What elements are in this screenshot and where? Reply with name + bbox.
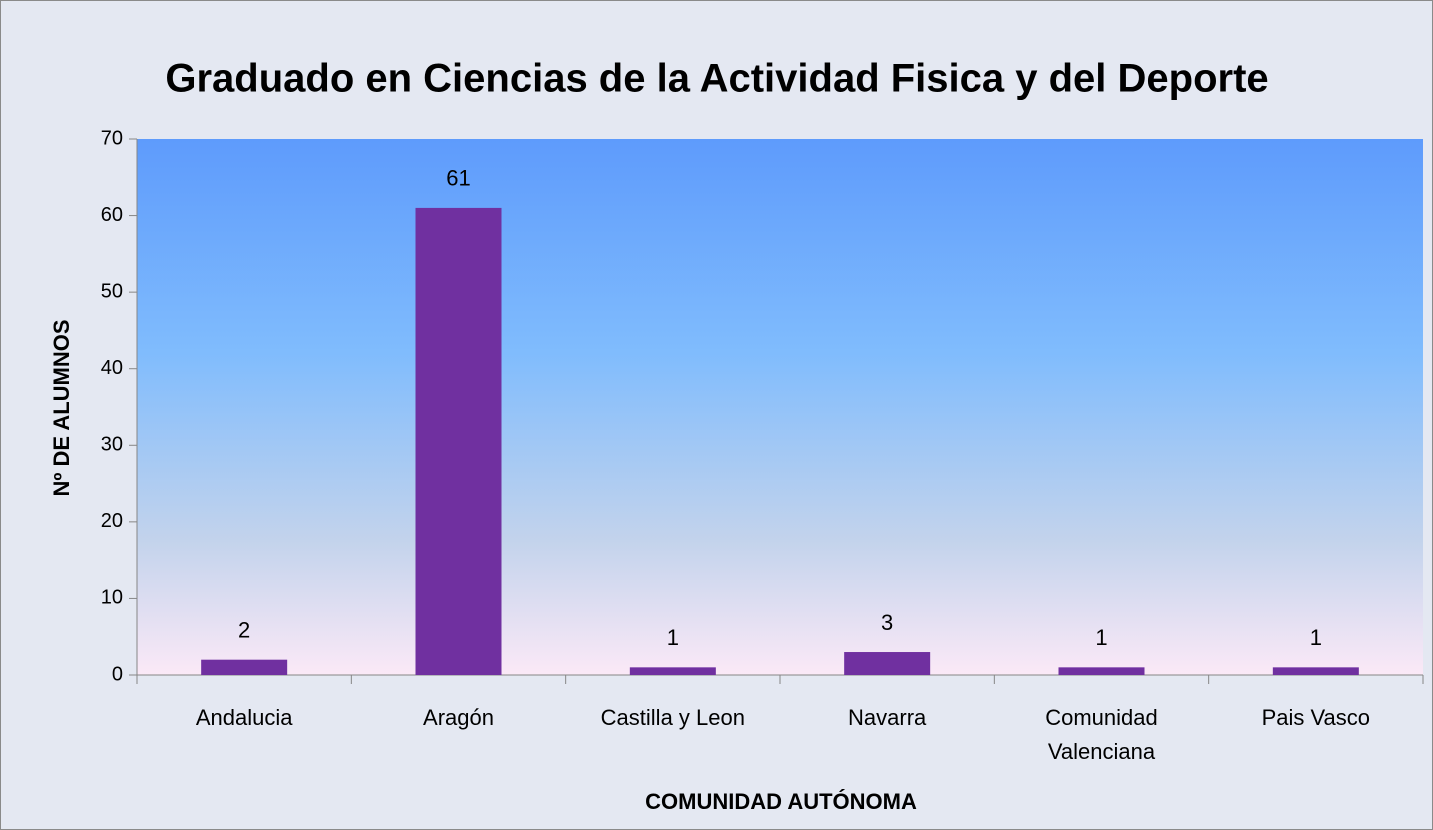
x-tick-label: Comunidad Valenciana <box>1045 705 1158 764</box>
plot-area <box>137 139 1423 675</box>
x-tick-label: Navarra <box>848 705 927 730</box>
x-tick-label: Andalucia <box>195 705 293 730</box>
y-tick-label: 60 <box>101 204 123 226</box>
y-axis-title: Nº DE ALUMNOS <box>49 319 74 496</box>
x-tick-label: Aragón <box>423 705 494 730</box>
data-label: 1 <box>1310 625 1322 650</box>
y-tick-label: 50 <box>101 280 123 302</box>
bar <box>844 652 931 675</box>
chart-title: Graduado en Ciencias de la Actividad Fis… <box>165 57 1268 101</box>
data-label: 61 <box>446 166 470 191</box>
bar <box>201 659 288 675</box>
y-tick-label: 20 <box>101 510 123 532</box>
x-axis-title: COMUNIDAD AUTÓNOMA <box>645 789 917 814</box>
y-tick-label: 70 <box>101 127 123 149</box>
bar <box>1058 667 1145 675</box>
y-tick-label: 10 <box>101 587 123 609</box>
y-tick-label: 30 <box>101 434 123 456</box>
data-label: 1 <box>667 625 679 650</box>
x-tick-label: Pais Vasco <box>1261 705 1371 730</box>
y-tick-label: 0 <box>112 663 123 685</box>
data-label: 3 <box>881 610 893 635</box>
bar <box>1272 667 1359 675</box>
data-label: 1 <box>1095 625 1107 650</box>
x-tick-label: Castilla y Leon <box>600 705 745 730</box>
bar <box>415 207 502 675</box>
data-label: 2 <box>238 617 250 642</box>
bar <box>629 667 716 675</box>
y-tick-label: 40 <box>101 357 123 379</box>
